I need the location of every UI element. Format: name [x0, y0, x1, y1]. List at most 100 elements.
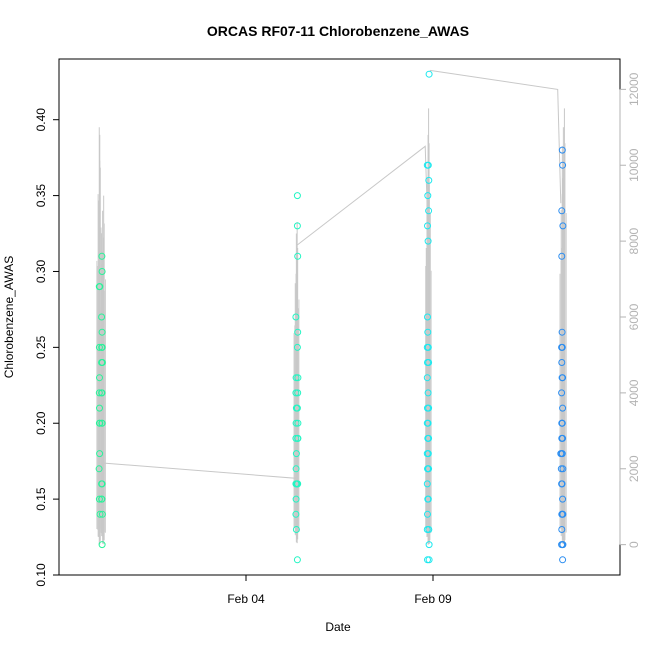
y-tick-label: 0.30 — [34, 259, 48, 283]
data-point — [292, 495, 300, 503]
data-point — [425, 207, 433, 215]
data-point — [558, 343, 566, 351]
data-point — [559, 556, 567, 564]
data-point — [559, 374, 567, 382]
data-point — [424, 328, 432, 336]
data-point — [559, 495, 567, 503]
data-point — [98, 419, 106, 427]
data-point — [425, 526, 433, 533]
data-point — [424, 389, 432, 397]
data-point — [424, 313, 431, 321]
data-point — [98, 359, 106, 366]
data-point — [95, 343, 103, 351]
data-point — [96, 419, 104, 427]
data-point — [294, 434, 302, 442]
data-point — [293, 343, 301, 351]
data-point — [294, 480, 302, 488]
data-point — [558, 419, 566, 427]
plot-border — [58, 58, 621, 576]
data-point — [98, 480, 106, 488]
data-point — [559, 222, 567, 230]
data-point — [559, 404, 567, 412]
data-point — [559, 161, 567, 169]
data-point — [425, 541, 433, 549]
data-point — [98, 268, 106, 275]
data-point — [293, 556, 301, 564]
data-point — [98, 252, 106, 260]
data-point — [558, 359, 566, 366]
data-point — [292, 526, 300, 533]
data-point — [95, 465, 103, 473]
data-point — [98, 328, 106, 336]
data-point — [558, 207, 566, 215]
altitude-track — [96, 69, 567, 545]
data-point — [294, 419, 302, 427]
y2-tick-label: 10000 — [627, 148, 641, 182]
data-point — [292, 313, 300, 321]
data-point — [292, 510, 300, 518]
x-tick-label: Feb 04 — [227, 592, 265, 606]
altitude-line — [297, 145, 429, 246]
data-point — [96, 450, 104, 458]
data-point — [293, 404, 301, 412]
y2-tick-label: 8000 — [627, 227, 641, 254]
y2-tick-label: 6000 — [627, 303, 641, 330]
data-point — [294, 374, 302, 382]
data-point — [559, 434, 567, 442]
data-point — [424, 450, 432, 458]
data-point — [98, 541, 106, 549]
data-point — [424, 222, 431, 230]
data-point — [558, 526, 566, 533]
data-point — [558, 146, 566, 154]
data-point — [558, 480, 566, 488]
data-point — [424, 237, 432, 245]
data-point — [294, 252, 302, 260]
x-axis-label: Date — [325, 620, 351, 634]
y-axis-right: 0 2000 4000 6000 8000 10000 12000 — [619, 72, 641, 548]
data-point — [559, 510, 567, 518]
data-point — [425, 404, 433, 412]
altitude-line — [429, 69, 562, 204]
y2-tick-label: 12000 — [627, 72, 641, 106]
data-point — [424, 419, 432, 427]
data-point — [96, 404, 103, 412]
data-point — [293, 222, 301, 230]
y-tick-label: 0.10 — [34, 563, 48, 587]
data-point — [424, 495, 432, 503]
data-point — [425, 434, 433, 442]
y2-tick-label: 0 — [627, 541, 641, 548]
data-point — [425, 556, 433, 564]
data-point — [424, 510, 431, 518]
data-point — [559, 465, 567, 473]
y-tick-label: 0.35 — [34, 184, 48, 208]
data-point — [423, 374, 431, 382]
data-point — [294, 389, 302, 397]
chart-title: ORCAS RF07-11 Chlorobenzene_AWAS — [207, 23, 469, 39]
data-point — [95, 495, 103, 503]
data-point — [98, 343, 106, 351]
data-point — [292, 450, 300, 458]
y-tick-label: 0.25 — [34, 335, 48, 359]
y-tick-label: 0.40 — [34, 108, 48, 132]
data-points — [95, 70, 567, 564]
data-point — [558, 450, 566, 458]
data-point — [96, 283, 104, 291]
data-point — [558, 389, 566, 397]
data-point — [294, 328, 302, 336]
data-point — [559, 541, 567, 549]
y-axis-left: 0.10 0.15 0.20 0.25 0.30 0.35 0.40 — [34, 108, 60, 587]
data-point — [424, 343, 432, 351]
data-point — [425, 70, 433, 78]
data-point — [98, 313, 106, 321]
data-point — [425, 359, 433, 366]
data-point — [425, 465, 433, 473]
y-axis-label: Chlorobenzene_AWAS — [2, 256, 16, 379]
data-point — [98, 495, 106, 503]
data-point — [98, 389, 106, 397]
x-tick-label: Feb 09 — [414, 592, 452, 606]
data-point — [558, 328, 566, 336]
data-point — [425, 176, 433, 184]
y-tick-label: 0.20 — [34, 411, 48, 435]
y-tick-label: 0.15 — [34, 487, 48, 511]
